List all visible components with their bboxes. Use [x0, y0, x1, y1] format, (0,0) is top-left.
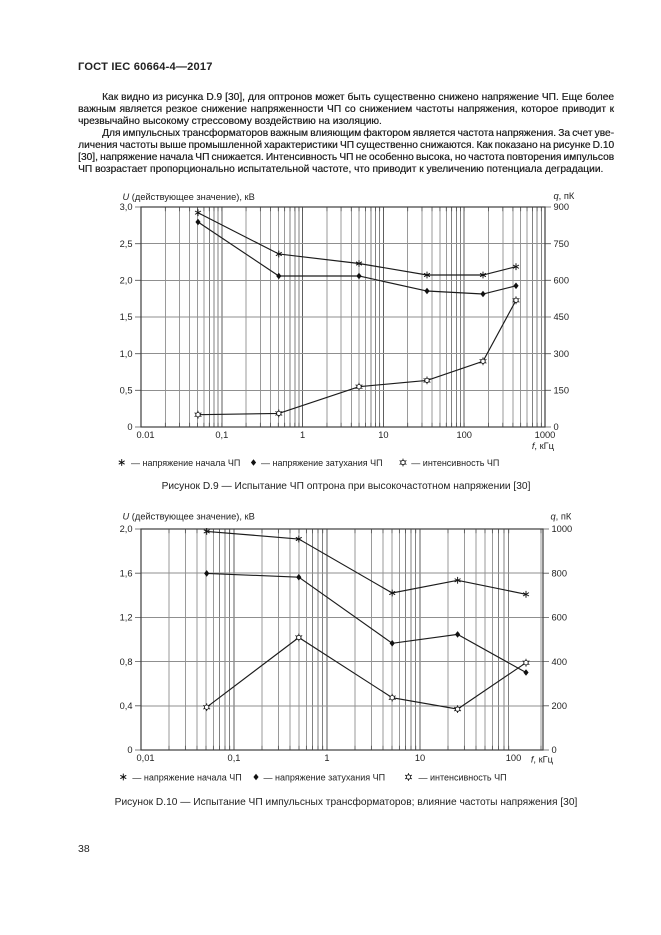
- svg-text:1: 1: [324, 753, 329, 763]
- svg-text:— интенсивность ЧП: — интенсивность ЧП: [419, 772, 507, 782]
- svg-text:200: 200: [552, 701, 568, 711]
- svg-text:10: 10: [378, 430, 388, 440]
- svg-text:0.01: 0.01: [136, 430, 154, 440]
- svg-text:150: 150: [554, 386, 570, 396]
- svg-text:1,0: 1,0: [120, 349, 133, 359]
- svg-text:1000: 1000: [535, 430, 556, 440]
- svg-text:— напряжение начала ЧП: — напряжение начала ЧП: [132, 772, 241, 782]
- svg-text:1,6: 1,6: [120, 568, 133, 578]
- svg-text:100: 100: [506, 753, 522, 763]
- svg-text:2,0: 2,0: [120, 276, 133, 286]
- svg-text:0: 0: [127, 422, 132, 432]
- svg-text:1: 1: [300, 430, 305, 440]
- svg-text:10: 10: [415, 753, 425, 763]
- svg-text:1,2: 1,2: [120, 613, 133, 623]
- svg-text:2,5: 2,5: [120, 239, 133, 249]
- svg-text:3,0: 3,0: [120, 202, 133, 212]
- svg-text:q, пК: q, пК: [554, 191, 575, 201]
- svg-text:900: 900: [554, 202, 570, 212]
- svg-text:400: 400: [552, 657, 568, 667]
- svg-text:0,1: 0,1: [215, 430, 228, 440]
- svg-text:800: 800: [552, 568, 568, 578]
- svg-text:— напряжение затухания ЧП: — напряжение затухания ЧП: [261, 458, 383, 468]
- svg-text:f, кГц: f, кГц: [531, 755, 554, 765]
- svg-text:Рисунок D.9 — Испытание ЧП опт: Рисунок D.9 — Испытание ЧП оптрона при в…: [162, 481, 531, 492]
- svg-text:0: 0: [552, 745, 557, 755]
- svg-text:0,8: 0,8: [120, 657, 133, 667]
- svg-text:0: 0: [127, 745, 132, 755]
- svg-text:0: 0: [554, 422, 559, 432]
- svg-text:0,1: 0,1: [228, 753, 241, 763]
- svg-text:U (действующее значение), кВ: U (действующее значение), кВ: [123, 192, 255, 202]
- svg-text:0,01: 0,01: [136, 753, 154, 763]
- svg-text:— интенсивность ЧП: — интенсивность ЧП: [411, 458, 499, 468]
- svg-text:1000: 1000: [552, 524, 573, 534]
- svg-text:0,5: 0,5: [120, 386, 133, 396]
- svg-text:— напряжение начала ЧП: — напряжение начала ЧП: [131, 458, 240, 468]
- svg-text:750: 750: [554, 239, 570, 249]
- svg-text:600: 600: [554, 276, 570, 286]
- svg-text:— напряжение затухания ЧП: — напряжение затухания ЧП: [264, 772, 386, 782]
- svg-text:300: 300: [554, 349, 570, 359]
- svg-text:q, пК: q, пК: [551, 512, 572, 522]
- svg-text:Рисунок D.10 — Испытание ЧП им: Рисунок D.10 — Испытание ЧП импульсных т…: [115, 796, 578, 808]
- svg-text:100: 100: [456, 430, 472, 440]
- svg-text:600: 600: [552, 613, 568, 623]
- svg-text:f, кГц: f, кГц: [532, 441, 555, 451]
- svg-text:450: 450: [554, 312, 570, 322]
- svg-text:2,0: 2,0: [120, 524, 133, 534]
- svg-text:1,5: 1,5: [120, 312, 133, 322]
- svg-text:0,4: 0,4: [120, 701, 133, 711]
- svg-text:U (действующее значение), кВ: U (действующее значение), кВ: [123, 512, 255, 522]
